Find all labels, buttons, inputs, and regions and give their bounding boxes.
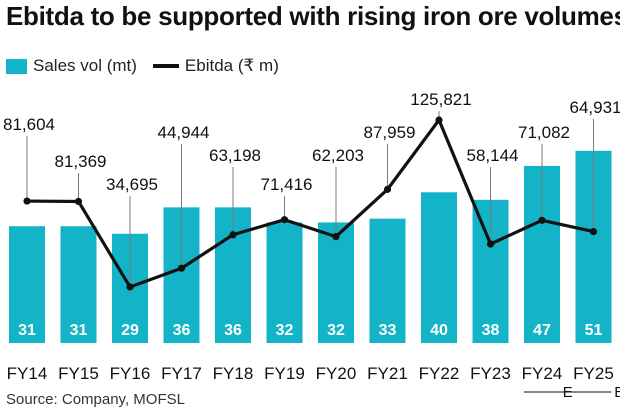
x-tick-label: FY16 [110, 364, 151, 383]
source-note: Source: Company, MOFSL [6, 391, 185, 408]
bar-value-label: 36 [173, 322, 191, 339]
bar-fy22 [421, 192, 457, 343]
x-tick-label: FY25 [573, 364, 614, 383]
x-tick-label: FY15 [58, 364, 99, 383]
ebitda-value-label: 71,416 [261, 175, 313, 194]
bar-value-label: 33 [379, 322, 397, 339]
ebitda-point-fy24 [538, 216, 546, 224]
x-tick-suffix: E [614, 384, 620, 401]
ebitda-point-fy21 [383, 185, 392, 193]
ebitda-point-fy25 [589, 227, 598, 236]
bar-value-label: 38 [482, 322, 500, 339]
x-tick-label: FY20 [316, 364, 357, 383]
bar-fy19 [266, 222, 303, 343]
ebitda-line [26, 118, 594, 289]
x-tick-label: FY22 [419, 364, 460, 383]
ebitda-value-label: 81,369 [55, 152, 107, 171]
bar-fy15 [60, 226, 97, 343]
line-legend-swatch [152, 64, 179, 68]
ebitda-point-fy15 [74, 197, 83, 206]
ebitda-value-label: 63,198 [209, 146, 261, 165]
ebitda-point-fy14 [23, 197, 31, 205]
bar-value-label: 31 [70, 322, 88, 339]
x-tick-label: FY24 [522, 364, 563, 383]
x-tick-label: FY23 [470, 364, 511, 383]
bar-value-label: 32 [327, 322, 345, 339]
x-tick-label: FY18 [213, 364, 254, 383]
bar-value-label: 29 [121, 322, 139, 339]
bar-fy14 [9, 226, 45, 343]
bar-legend-swatch [6, 58, 27, 74]
line-legend-label: Ebitda (₹ m) [184, 56, 279, 75]
x-tick-label: FY19 [264, 364, 305, 383]
bar-fy21 [369, 218, 406, 343]
ebitda-point-fy20 [332, 232, 340, 241]
ebitda-value-label: 64,931 [570, 98, 620, 117]
x-tick-label: FY14 [7, 364, 48, 383]
ebitda-point-fy22 [435, 116, 443, 124]
ebitda-point-fy19 [280, 216, 289, 224]
ebitda-point-fy23 [486, 240, 495, 248]
ebitda-value-label: 34,695 [106, 175, 158, 194]
x-tick-label: FY21 [367, 364, 408, 383]
ebitda-value-label: 87,959 [364, 123, 416, 142]
bar-value-label: 40 [430, 322, 448, 339]
ebitda-value-label: 71,082 [518, 123, 570, 142]
bar-value-label: 31 [18, 322, 36, 339]
bar-value-label: 32 [276, 322, 294, 339]
bar-value-label: 51 [585, 322, 603, 339]
x-tick-label: FY17 [161, 364, 202, 383]
bar-value-label: 36 [224, 322, 242, 339]
ebitda-point-fy17 [177, 264, 186, 272]
legend: Sales vol (mt) Ebitda (₹ m) [6, 55, 279, 77]
bar-legend-label: Sales vol (mt) [33, 56, 137, 75]
ebitda-value-label: 125,821 [410, 90, 471, 109]
bar-value-label: 47 [533, 322, 551, 339]
bar-fy20 [318, 222, 354, 343]
ebitda-value-label: 62,203 [312, 146, 364, 165]
ebitda-value-label: 44,944 [158, 123, 210, 142]
ebitda-value-label: 81,604 [3, 115, 55, 134]
chart-title: Ebitda to be supported with rising iron … [6, 1, 620, 31]
ebitda-point-fy18 [229, 231, 237, 239]
ebitda-point-fy16 [126, 283, 134, 291]
ebitda-value-label: 58,144 [467, 146, 519, 165]
